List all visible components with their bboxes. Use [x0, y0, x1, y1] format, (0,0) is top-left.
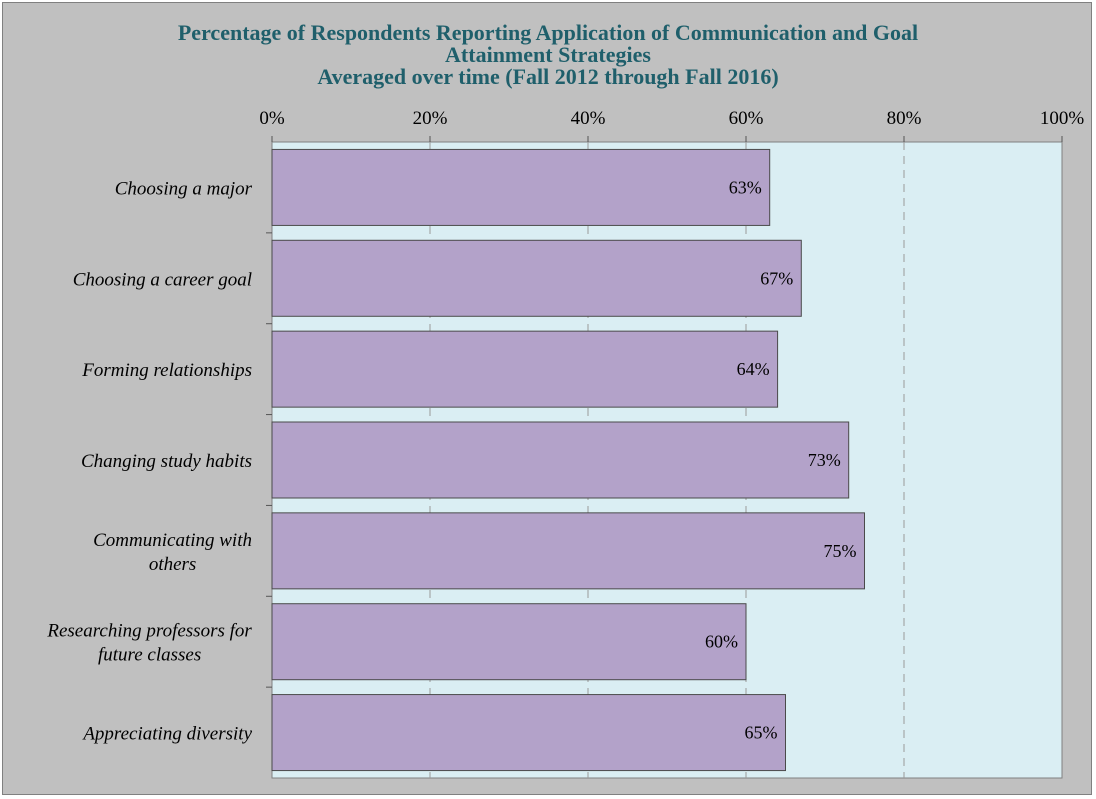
- bar-value-label: 75%: [824, 541, 857, 561]
- bar-value-label: 65%: [745, 723, 778, 743]
- x-tick-label: 80%: [887, 108, 922, 129]
- bar-value-label: 60%: [705, 632, 738, 652]
- category-label: Choosing a career goal: [73, 269, 252, 290]
- category-label: Researching professors for future classes: [46, 621, 252, 666]
- x-tick-label: 60%: [729, 108, 764, 129]
- category-label: Appreciating diversity: [81, 724, 252, 745]
- category-label: Changing study habits: [81, 451, 252, 472]
- chart-title-line-2: Attainment Strategies: [445, 42, 651, 67]
- category-labels: Choosing a major Choosing a career goal Fo…: [46, 178, 252, 744]
- x-tick-label: 20%: [413, 108, 448, 129]
- x-tick-label: 40%: [571, 108, 606, 129]
- bar: [271, 694, 786, 772]
- category-label: Communicating with others: [93, 530, 252, 575]
- category-label: Forming relationships: [81, 360, 252, 381]
- bar: [271, 603, 747, 681]
- bar: [271, 239, 802, 317]
- category-label: Choosing a major: [115, 178, 253, 199]
- x-tick-label: 100%: [1040, 108, 1085, 129]
- bars: 63% 67% 64% 73% 75% 60% 65%: [271, 148, 865, 772]
- bar: [271, 512, 865, 590]
- bar-value-label: 67%: [760, 268, 793, 288]
- bar: [271, 421, 850, 499]
- chart-title-line-1: Percentage of Respondents Reporting Appl…: [177, 20, 919, 45]
- chart-subtitle: Averaged over time (Fall 2012 through Fa…: [317, 64, 779, 89]
- bar: [271, 148, 771, 226]
- bar-value-label: 73%: [808, 450, 841, 470]
- bar-value-label: 63%: [729, 177, 762, 197]
- bar: [271, 330, 779, 408]
- bar-value-label: 64%: [737, 359, 770, 379]
- x-tick-label: 0%: [259, 108, 285, 129]
- chart-title: Percentage of Respondents Reporting Appl…: [40, 22, 1056, 88]
- x-axis: 0% 20% 40% 60% 80% 100%: [259, 108, 1085, 688]
